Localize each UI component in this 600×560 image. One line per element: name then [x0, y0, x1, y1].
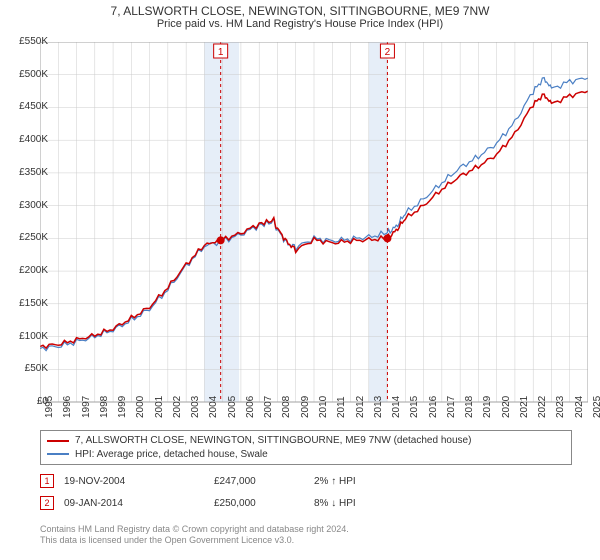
x-tick-label: 2023 [555, 396, 566, 418]
y-tick-label: £50K [4, 363, 48, 374]
x-tick-label: 2019 [482, 396, 493, 418]
footer-line-1: Contains HM Land Registry data © Crown c… [40, 524, 349, 535]
svg-text:1: 1 [218, 47, 224, 58]
x-tick-label: 2000 [135, 396, 146, 418]
x-tick-label: 2005 [227, 396, 238, 418]
legend-label-hpi: HPI: Average price, detached house, Swal… [75, 448, 268, 462]
y-tick-label: £350K [4, 167, 48, 178]
x-tick-label: 2007 [263, 396, 274, 418]
footer-attribution: Contains HM Land Registry data © Crown c… [40, 524, 349, 547]
chart-svg: 12 [40, 42, 588, 422]
x-tick-label: 2025 [592, 396, 600, 418]
y-tick-label: £250K [4, 232, 48, 243]
sale-date-1: 19-NOV-2004 [64, 476, 214, 487]
y-tick-label: £100K [4, 331, 48, 342]
legend-item-property: 7, ALLSWORTH CLOSE, NEWINGTON, SITTINGBO… [47, 434, 565, 448]
y-tick-label: £300K [4, 200, 48, 211]
sale-row-1: 1 19-NOV-2004 £247,000 2% ↑ HPI [40, 474, 414, 488]
chart-container: 7, ALLSWORTH CLOSE, NEWINGTON, SITTINGBO… [0, 0, 600, 560]
x-tick-label: 2021 [519, 396, 530, 418]
x-tick-label: 2012 [355, 396, 366, 418]
chart-title-subtitle: Price paid vs. HM Land Registry's House … [0, 18, 600, 30]
x-tick-label: 2006 [245, 396, 256, 418]
x-tick-label: 2017 [446, 396, 457, 418]
x-tick-label: 1997 [81, 396, 92, 418]
x-tick-label: 2010 [318, 396, 329, 418]
x-tick-label: 1996 [62, 396, 73, 418]
legend-swatch-hpi [47, 453, 69, 455]
x-tick-label: 2022 [537, 396, 548, 418]
x-tick-label: 2004 [208, 396, 219, 418]
svg-text:2: 2 [385, 47, 391, 58]
y-tick-label: £500K [4, 69, 48, 80]
y-tick-label: £0 [4, 396, 48, 407]
y-tick-label: £550K [4, 36, 48, 47]
x-tick-label: 2011 [336, 396, 347, 418]
sale-price-2: £250,000 [214, 498, 314, 509]
sale-marker-2: 2 [40, 496, 54, 510]
sale-row-2: 2 09-JAN-2014 £250,000 8% ↓ HPI [40, 496, 414, 510]
title-area: 7, ALLSWORTH CLOSE, NEWINGTON, SITTINGBO… [0, 0, 600, 30]
y-tick-label: £450K [4, 101, 48, 112]
x-tick-label: 1998 [99, 396, 110, 418]
x-tick-label: 2009 [300, 396, 311, 418]
y-tick-label: £400K [4, 134, 48, 145]
legend-label-property: 7, ALLSWORTH CLOSE, NEWINGTON, SITTINGBO… [75, 434, 471, 448]
x-tick-label: 2013 [373, 396, 384, 418]
chart-plot-area: 12 [40, 42, 588, 422]
x-tick-label: 1999 [117, 396, 128, 418]
x-tick-label: 2014 [391, 396, 402, 418]
sale-delta-2: 8% ↓ HPI [314, 498, 414, 509]
x-tick-label: 2001 [154, 396, 165, 418]
x-tick-label: 2003 [190, 396, 201, 418]
x-tick-label: 2024 [574, 396, 585, 418]
sale-marker-1: 1 [40, 474, 54, 488]
sale-price-1: £247,000 [214, 476, 314, 487]
x-tick-label: 2020 [501, 396, 512, 418]
chart-title-address: 7, ALLSWORTH CLOSE, NEWINGTON, SITTINGBO… [0, 4, 600, 18]
x-tick-label: 1995 [44, 396, 55, 418]
legend-swatch-property [47, 440, 69, 442]
x-tick-label: 2018 [464, 396, 475, 418]
sale-delta-1: 2% ↑ HPI [314, 476, 414, 487]
x-tick-label: 2002 [172, 396, 183, 418]
legend-box: 7, ALLSWORTH CLOSE, NEWINGTON, SITTINGBO… [40, 430, 572, 465]
y-tick-label: £150K [4, 298, 48, 309]
footer-line-2: This data is licensed under the Open Gov… [40, 535, 349, 546]
x-tick-label: 2016 [428, 396, 439, 418]
legend-item-hpi: HPI: Average price, detached house, Swal… [47, 448, 565, 462]
y-tick-label: £200K [4, 265, 48, 276]
x-tick-label: 2015 [409, 396, 420, 418]
x-tick-label: 2008 [281, 396, 292, 418]
sale-date-2: 09-JAN-2014 [64, 498, 214, 509]
